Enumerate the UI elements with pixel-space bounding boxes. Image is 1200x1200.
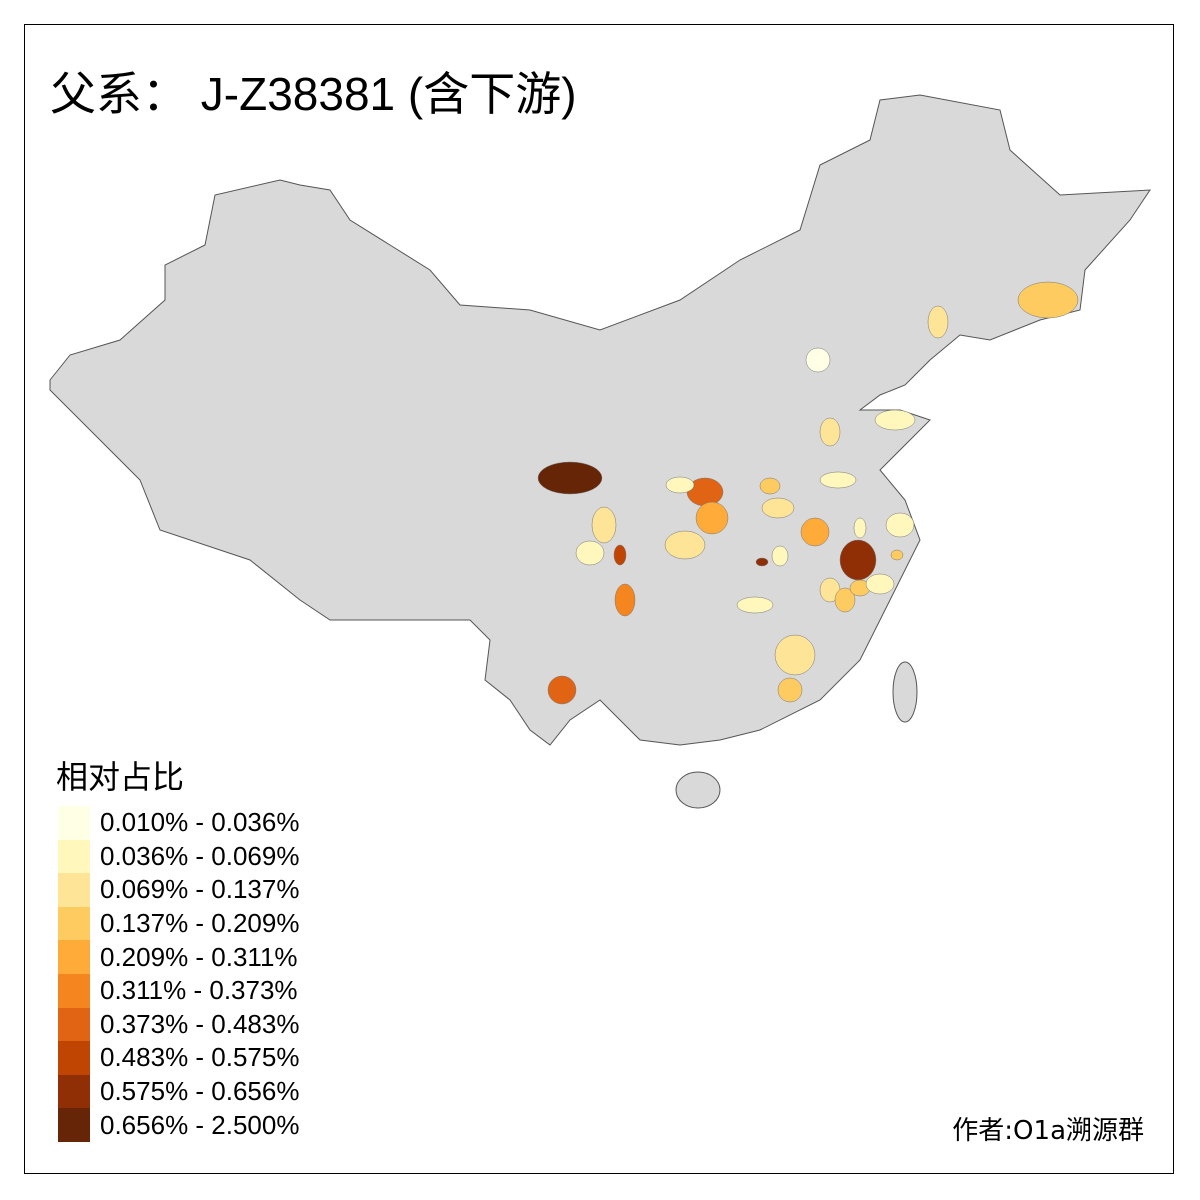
legend-swatch — [58, 940, 90, 974]
legend-item: 0.137% - 0.209% — [58, 906, 300, 941]
legend-title: 相对占比 — [56, 758, 185, 796]
legend-swatch — [58, 806, 90, 840]
legend-item: 0.656% - 2.500% — [58, 1108, 299, 1142]
hainan — [675, 771, 721, 809]
legend: 0.010% - 0.036% 0.036% - 0.069% 0.069% - 0… — [58, 806, 299, 1142]
region-highlight — [774, 634, 816, 676]
region-highlight — [819, 471, 857, 489]
region-highlight — [874, 409, 916, 431]
legend-item: 0.209% - 0.311% — [58, 940, 299, 974]
legend-item: 0.311% - 0.373% — [58, 973, 299, 1008]
region-highlight — [695, 501, 729, 535]
region-highlight — [755, 557, 769, 567]
legend-label: 0.656% - 2.500% — [100, 1109, 300, 1140]
legend-swatch — [58, 1007, 90, 1042]
legend-label: 0.010% - 0.036% — [100, 807, 300, 838]
region-highlight — [614, 583, 636, 617]
legend-swatch — [58, 873, 90, 907]
legend-label: 0.373% - 0.483% — [100, 1008, 300, 1039]
region-highlight — [537, 461, 603, 495]
legend-label: 0.036% - 0.069% — [100, 840, 300, 871]
legend-swatch — [58, 839, 90, 874]
legend-swatch — [58, 973, 90, 1008]
region-highlight — [547, 675, 577, 705]
region-highlight — [777, 677, 803, 703]
taiwan — [892, 661, 918, 723]
map-title: 父系： J-Z38381 (含下游) — [50, 68, 577, 120]
region-highlight — [575, 540, 605, 566]
legend-label: 0.483% - 0.575% — [100, 1042, 300, 1073]
region-highlight — [800, 517, 830, 547]
legend-label: 0.137% - 0.209% — [100, 908, 300, 939]
legend-label: 0.575% - 0.656% — [100, 1076, 300, 1107]
legend-swatch — [58, 1108, 90, 1142]
legend-item: 0.036% - 0.069% — [58, 839, 300, 874]
region-highlight — [927, 305, 949, 339]
legend-label: 0.311% - 0.373% — [100, 975, 298, 1006]
region-highlight — [853, 517, 867, 539]
legend-swatch — [58, 1041, 90, 1075]
legend-item: 0.373% - 0.483% — [58, 1007, 300, 1042]
region-highlight — [759, 477, 781, 495]
legend-item: 0.575% - 0.656% — [58, 1074, 300, 1109]
region-highlight — [819, 417, 841, 447]
legend-item: 0.483% - 0.575% — [58, 1041, 299, 1075]
legend-swatch — [58, 1074, 90, 1109]
legend-swatch — [58, 906, 90, 941]
region-highlight — [890, 549, 904, 561]
region-highlight — [1017, 281, 1079, 319]
legend-label: 0.209% - 0.311% — [100, 941, 298, 972]
legend-label: 0.069% - 0.137% — [100, 874, 300, 905]
region-highlight — [591, 506, 617, 544]
region-highlight — [761, 497, 795, 519]
author-credit: 作者:O1a溯源群 — [952, 1116, 1144, 1146]
legend-item: 0.069% - 0.137% — [58, 873, 299, 907]
region-highlight — [613, 544, 627, 566]
region-highlight — [736, 596, 774, 614]
region-highlight — [865, 573, 895, 595]
region-highlight — [805, 347, 831, 373]
region-highlight — [771, 545, 789, 567]
region-highlight — [665, 476, 695, 494]
region-highlight — [834, 587, 856, 613]
region-highlight — [664, 530, 706, 560]
region-highlight — [885, 512, 915, 538]
legend-item: 0.010% - 0.036% — [58, 806, 299, 840]
map-frame — [24, 24, 1174, 1174]
